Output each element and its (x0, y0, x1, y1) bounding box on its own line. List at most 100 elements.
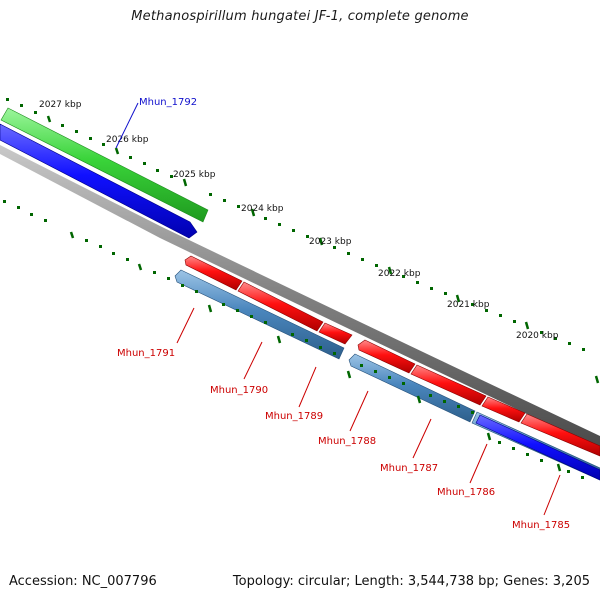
tick-dot (582, 348, 585, 351)
tick-dot (6, 98, 9, 101)
tick-dot (499, 314, 502, 317)
tick-dot (264, 217, 267, 220)
cds-bar (237, 281, 324, 332)
gene-bar-mhun-1792 (0, 123, 198, 239)
gene-bar-mhun-1785 (475, 414, 600, 481)
tick-dot (429, 394, 432, 397)
tick-dot (167, 277, 170, 280)
major-tick (318, 237, 324, 246)
gene-label-mhun-1786[interactable]: Mhun_1786 (437, 487, 495, 498)
major-tick (46, 115, 52, 123)
tick-dot (209, 193, 212, 196)
tick-dot (20, 104, 23, 107)
tick-dot (498, 441, 501, 444)
major-tick (182, 178, 188, 187)
tick-dot (305, 339, 308, 342)
major-tick (346, 370, 352, 379)
gene-label-mhun-1792[interactable]: Mhun_1792 (139, 97, 197, 108)
leader-mhun-1789 (298, 366, 317, 408)
genome-title: Methanospirillum hungatei JF-1, complete… (131, 9, 469, 24)
outer-tick-ring (6, 98, 585, 351)
tick-dot (112, 252, 115, 255)
tick-dot (471, 303, 474, 306)
tick-dot (126, 258, 129, 261)
tick-dot (291, 333, 294, 336)
cds-bar (184, 255, 243, 291)
gene-label-mhun-1785[interactable]: Mhun_1785 (512, 520, 570, 531)
scale-label: 2022 kbp (378, 269, 421, 279)
tick-dot (129, 156, 132, 159)
tick-dot (430, 287, 433, 290)
tick-dot (471, 411, 474, 414)
scale-label: 2021 kbp (447, 300, 490, 310)
tick-dot (17, 206, 20, 209)
tick-dot (85, 239, 88, 242)
tick-dot (170, 175, 173, 178)
major-tick (114, 147, 120, 155)
tick-dot (306, 235, 309, 238)
tick-dot (89, 137, 92, 140)
cds-bar (481, 396, 526, 423)
tick-dot (540, 331, 543, 334)
major-tick (524, 321, 530, 330)
tick-dot (102, 143, 105, 146)
tick-dot (264, 321, 267, 324)
tick-dot (457, 405, 460, 408)
tick-dot (526, 453, 529, 456)
tick-dot (361, 258, 364, 261)
gene-labels: Mhun_1792 Mhun_1791 Mhun_1790 Mhun_1789 … (117, 97, 570, 531)
leader-mhun-1790 (243, 341, 263, 380)
gene-label-mhun-1790[interactable]: Mhun_1790 (210, 385, 268, 396)
inner-tick-ring (3, 200, 584, 479)
tick-dot (292, 229, 295, 232)
tick-dot (195, 290, 198, 293)
outer-major-ticks (46, 115, 600, 384)
accession-label: Accession: NC_007796 (9, 574, 157, 589)
tick-dot (143, 162, 146, 165)
major-tick (556, 463, 562, 472)
tick-dot (402, 275, 405, 278)
gene-label-mhun-1788[interactable]: Mhun_1788 (318, 436, 376, 447)
tick-dot (388, 376, 391, 379)
tick-dot (181, 284, 184, 287)
tick-dot (581, 476, 584, 479)
scale-label: 2020 kbp (516, 331, 559, 341)
tick-dot (34, 111, 37, 114)
leader-mhun-1786 (469, 443, 488, 484)
gene-label-mhun-1789[interactable]: Mhun_1789 (265, 411, 323, 422)
tick-dot (237, 205, 240, 208)
scale-label: 2027 kbp (39, 100, 82, 110)
scale-label: 2026 kbp (106, 135, 149, 145)
tick-dot (333, 352, 336, 355)
sequence-backbone (0, 145, 600, 449)
gc-content-bar (0, 107, 209, 223)
tick-dot (375, 264, 378, 267)
tick-dot (360, 364, 363, 367)
cds-bar (410, 364, 487, 406)
major-tick (455, 294, 461, 303)
tick-dot (540, 459, 543, 462)
label-leaders (115, 102, 561, 516)
leader-mhun-1791 (176, 307, 195, 344)
tick-dot (444, 292, 447, 295)
cds-bar (357, 339, 416, 374)
gene-label-mhun-1791[interactable]: Mhun_1791 (117, 348, 175, 359)
tick-dot (250, 315, 253, 318)
tick-dot (278, 223, 281, 226)
major-tick (486, 432, 492, 441)
tick-dot (485, 309, 488, 312)
tick-dot (513, 320, 516, 323)
gene-bar-reverse (174, 269, 345, 360)
genome-summary-label: Topology: circular; Length: 3,544,738 bp… (232, 574, 590, 589)
tick-dot (402, 382, 405, 385)
tick-dot (44, 219, 47, 222)
gene-label-mhun-1787[interactable]: Mhun_1787 (380, 463, 438, 474)
scale-labels: 2027 kbp 2026 kbp 2025 kbp 2024 kbp 2023… (39, 100, 559, 341)
leader-mhun-1787 (412, 418, 432, 459)
major-tick (594, 375, 600, 384)
tick-dot (30, 213, 33, 216)
tick-dot (156, 169, 159, 172)
major-tick (69, 231, 75, 239)
